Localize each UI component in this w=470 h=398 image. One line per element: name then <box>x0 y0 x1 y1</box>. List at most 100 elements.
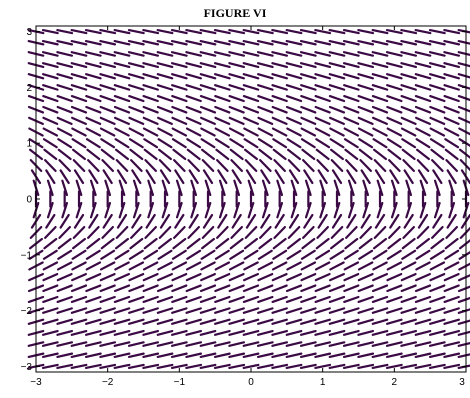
slope-segment <box>115 225 129 239</box>
slope-segment <box>104 201 112 219</box>
slope-segment <box>142 261 159 271</box>
slope-segment <box>89 201 97 219</box>
slope-segment <box>401 249 417 260</box>
slope-segment <box>170 51 188 57</box>
slope-segment <box>170 352 188 358</box>
slope-segment <box>371 105 389 114</box>
slope-segment <box>216 159 229 173</box>
slope-segment <box>87 159 100 173</box>
slope-segment <box>386 116 403 126</box>
slope-segment <box>99 272 116 282</box>
slope-segment <box>274 213 285 229</box>
slope-segment <box>414 51 432 57</box>
slope-segment <box>243 148 259 161</box>
slope-segment <box>314 84 331 91</box>
slope-segment <box>271 105 288 114</box>
slope-segment <box>443 40 461 46</box>
slope-segment <box>170 329 188 336</box>
slope-segment <box>185 28 203 35</box>
slope-segment <box>400 28 418 35</box>
slope-segment <box>329 261 345 271</box>
slope-segment <box>257 73 274 80</box>
slope-segment <box>214 94 231 103</box>
slope-segment <box>199 62 217 69</box>
slope-segment <box>429 249 445 260</box>
slope-segment <box>41 341 59 347</box>
slope-segment <box>342 28 360 35</box>
slope-segment <box>171 307 188 314</box>
slope-segment <box>314 352 332 358</box>
slope-segment <box>56 28 74 35</box>
slope-segment <box>99 261 116 271</box>
slope-segment <box>85 73 102 80</box>
slope-segment <box>215 148 230 161</box>
slope-segment <box>314 105 331 114</box>
slope-segment <box>170 62 188 69</box>
slope-segment <box>428 341 446 347</box>
slope-segment <box>400 62 418 69</box>
slope-segment <box>358 148 373 161</box>
slope-segment <box>142 363 160 370</box>
slope-segment <box>388 159 401 173</box>
slope-segment <box>89 179 97 197</box>
slope-segment <box>303 213 314 229</box>
slope-segment <box>244 225 258 239</box>
slope-segment <box>143 237 158 250</box>
slope-segment <box>84 40 102 46</box>
slope-segment <box>386 307 403 314</box>
slope-segment <box>214 295 231 303</box>
slope-segment <box>300 127 317 137</box>
slope-segment <box>272 237 287 250</box>
slope-segment <box>156 363 174 370</box>
slope-segment <box>156 105 174 114</box>
slope-segment <box>188 213 199 229</box>
slope-segment <box>156 318 174 325</box>
slope-segment <box>458 127 470 136</box>
slope-segment <box>443 51 461 57</box>
slope-segment <box>242 318 260 325</box>
slope-segment <box>371 307 389 314</box>
slope-segment <box>199 295 217 303</box>
slope-segment <box>432 213 443 229</box>
slope-segment <box>56 318 73 325</box>
slope-segment <box>300 73 317 80</box>
slope-segment <box>300 105 317 114</box>
slope-segment <box>185 127 202 137</box>
slope-segment <box>429 138 445 149</box>
x-tick-label: 1 <box>320 377 326 388</box>
slope-segment <box>385 352 403 358</box>
slope-segment <box>127 28 145 35</box>
slope-segment <box>142 295 159 303</box>
slope-segment <box>343 261 360 271</box>
slope-segment <box>128 127 145 137</box>
slope-segment <box>242 62 260 69</box>
slope-segment <box>444 237 459 250</box>
slope-segment <box>185 295 202 303</box>
slope-segment <box>172 148 187 161</box>
slope-segment <box>402 225 415 239</box>
slope-segment <box>218 201 226 219</box>
slope-segment <box>187 159 200 173</box>
slope-segment <box>243 116 259 126</box>
slope-segment <box>104 179 112 197</box>
slope-segment <box>314 329 332 336</box>
slope-segment <box>360 169 371 185</box>
slope-segment <box>457 342 470 347</box>
slope-segment <box>417 169 429 185</box>
slope-segment <box>273 159 286 173</box>
slope-segment <box>127 363 145 370</box>
slope-segment <box>258 148 273 161</box>
slope-segment <box>300 84 317 91</box>
slope-segment <box>174 213 185 229</box>
slope-segment <box>400 73 417 80</box>
slope-segment <box>414 329 432 336</box>
slope-segment <box>145 213 156 229</box>
slope-segment <box>171 105 188 114</box>
slope-segment <box>170 28 188 35</box>
slope-segment <box>215 237 230 250</box>
slope-segment <box>228 352 246 358</box>
slope-segment <box>290 201 298 219</box>
slope-segment <box>247 179 255 197</box>
slope-segment <box>285 40 303 46</box>
slope-segment <box>142 272 159 282</box>
